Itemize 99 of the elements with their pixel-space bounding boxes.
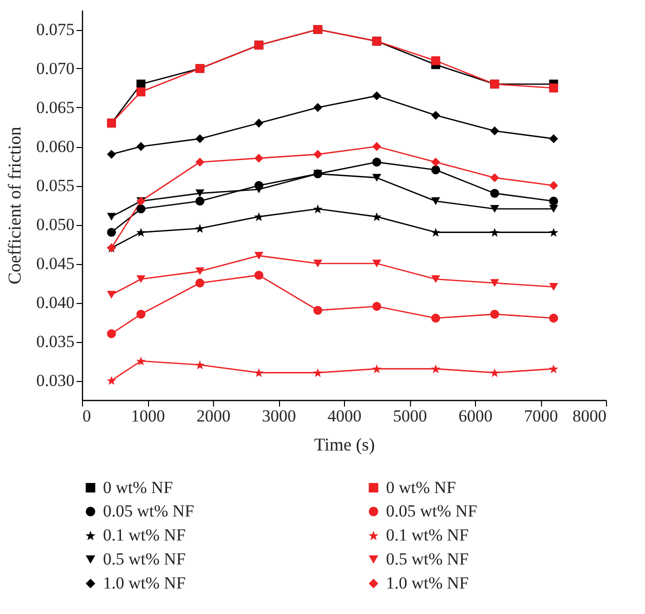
point bbox=[490, 228, 500, 237]
point bbox=[372, 91, 382, 100]
legend-label: 1.0 wt% NF bbox=[103, 574, 186, 592]
point bbox=[431, 228, 440, 237]
point bbox=[372, 212, 382, 222]
point bbox=[195, 278, 204, 288]
point bbox=[107, 290, 116, 299]
point bbox=[431, 314, 440, 323]
point bbox=[254, 252, 264, 260]
point bbox=[372, 174, 382, 182]
point bbox=[549, 84, 558, 92]
point bbox=[195, 267, 204, 276]
point bbox=[254, 368, 264, 378]
y-tick-label: 0.030 bbox=[36, 371, 74, 390]
point bbox=[549, 283, 558, 291]
legend-label: 0.5 wt% NF bbox=[386, 550, 469, 568]
point bbox=[254, 118, 264, 128]
legend-label: 0.05 wt% NF bbox=[103, 502, 194, 520]
point bbox=[195, 196, 204, 206]
point bbox=[549, 181, 558, 190]
legend-label: 0.1 wt% NF bbox=[103, 526, 186, 544]
y-tick-label: 0.075 bbox=[36, 20, 74, 39]
point bbox=[313, 306, 322, 315]
point bbox=[431, 165, 440, 174]
point bbox=[372, 302, 382, 311]
point bbox=[431, 56, 440, 66]
legend-label: 0 wt% NF bbox=[103, 478, 173, 497]
point bbox=[254, 186, 264, 194]
point bbox=[195, 134, 204, 144]
y-axis-title: Coefficient of friction bbox=[4, 126, 24, 284]
y-tick-label: 0.055 bbox=[36, 176, 74, 195]
point bbox=[372, 364, 382, 374]
point bbox=[136, 310, 146, 319]
point bbox=[490, 188, 500, 198]
x-tick-label: 0 bbox=[82, 406, 91, 426]
y-tick-label: 0.035 bbox=[36, 332, 74, 351]
x-tick-label: 4000 bbox=[328, 406, 362, 426]
y-tick-label: 0.070 bbox=[36, 59, 74, 78]
point bbox=[549, 196, 558, 206]
point bbox=[313, 368, 322, 378]
point bbox=[372, 158, 382, 167]
point bbox=[490, 368, 500, 378]
point bbox=[431, 364, 440, 374]
x-tick-label: 6000 bbox=[458, 406, 492, 426]
point bbox=[107, 150, 116, 159]
point bbox=[490, 279, 500, 287]
point bbox=[431, 158, 440, 167]
point bbox=[136, 275, 146, 283]
point bbox=[254, 270, 264, 280]
point bbox=[195, 158, 204, 167]
y-tick-label: 0.050 bbox=[36, 215, 74, 234]
legend-label: 0.05 wt% NF bbox=[386, 502, 478, 520]
point bbox=[548, 364, 558, 374]
x-tick-label: 5000 bbox=[393, 406, 427, 426]
x-tick-label: 8000 bbox=[572, 406, 606, 426]
point bbox=[549, 314, 558, 323]
y-tick-label: 0.040 bbox=[36, 293, 74, 312]
y-tick-label: 0.060 bbox=[36, 137, 74, 156]
point bbox=[431, 275, 440, 283]
point bbox=[195, 189, 204, 198]
point bbox=[490, 126, 500, 136]
point bbox=[136, 204, 146, 214]
x-tick-label: 1000 bbox=[131, 406, 165, 426]
point bbox=[490, 205, 500, 213]
point bbox=[372, 260, 382, 268]
point bbox=[254, 212, 264, 222]
point bbox=[136, 87, 146, 96]
point bbox=[313, 150, 322, 159]
point bbox=[107, 212, 116, 221]
point bbox=[136, 228, 146, 237]
x-tick-label: 7000 bbox=[524, 406, 558, 426]
x-axis-title: Time (s) bbox=[314, 434, 375, 454]
point bbox=[254, 154, 264, 163]
point bbox=[548, 228, 558, 237]
point bbox=[107, 329, 116, 338]
y-tick-label: 0.045 bbox=[36, 254, 74, 273]
y-tick-label: 0.065 bbox=[36, 98, 74, 117]
legend-label: 1.0 wt% NF bbox=[386, 574, 469, 592]
x-tick-label: 3000 bbox=[262, 406, 296, 426]
point bbox=[313, 204, 322, 214]
point bbox=[490, 310, 500, 319]
legend-label: 0.1 wt% NF bbox=[386, 526, 469, 544]
point bbox=[313, 260, 322, 268]
point bbox=[372, 142, 382, 151]
point bbox=[136, 142, 146, 151]
point bbox=[549, 134, 558, 144]
x-tick-label: 2000 bbox=[196, 406, 230, 426]
point bbox=[313, 103, 322, 112]
point bbox=[549, 205, 558, 213]
point bbox=[490, 173, 500, 182]
legend-label: 0.5 wt% NF bbox=[103, 550, 186, 568]
legend-label: 0 wt% NF bbox=[386, 478, 456, 497]
point bbox=[136, 356, 146, 366]
point bbox=[431, 197, 440, 205]
point bbox=[195, 224, 205, 233]
point bbox=[106, 376, 116, 385]
point bbox=[107, 228, 116, 237]
point bbox=[195, 360, 205, 370]
point bbox=[431, 110, 440, 120]
